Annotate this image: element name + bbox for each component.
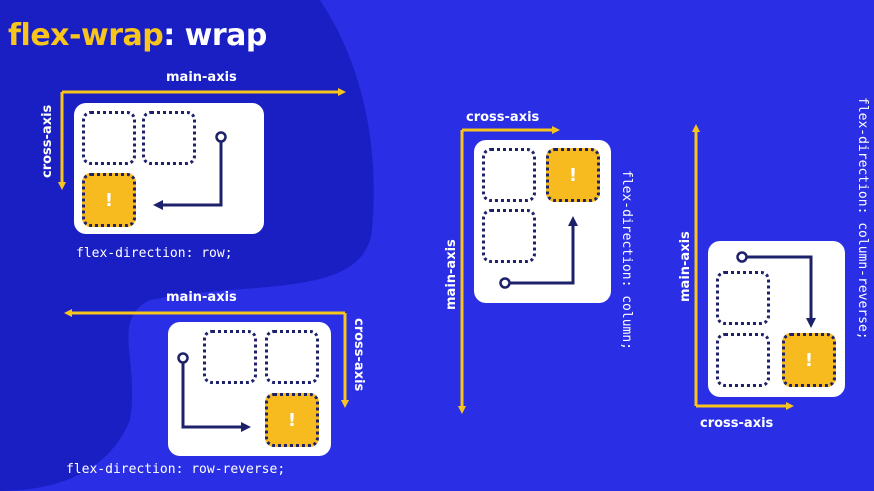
flex-item (203, 330, 257, 384)
row-reverse-code-label: flex-direction: row-reverse; (66, 462, 286, 477)
row-cross-axis-label: cross-axis (40, 104, 55, 178)
row-example-card: ! (74, 103, 264, 234)
flex-item (265, 330, 319, 384)
flex-item (482, 209, 536, 263)
row-reverse-cross-axis-label: cross-axis (351, 318, 366, 392)
flex-item-highlighted: ! (265, 393, 319, 447)
flex-item (716, 333, 770, 387)
page-title: flex-wrap: wrap (8, 18, 267, 53)
column-reverse-cross-axis-label: cross-axis (700, 416, 774, 431)
flow-arrow (153, 131, 227, 210)
column-main-axis-label: main-axis (444, 239, 459, 310)
column-code-label: flex-direction: column; (619, 170, 634, 351)
column-example-card: ! (474, 140, 611, 303)
flex-item (482, 148, 536, 202)
flow-arrow (499, 216, 578, 289)
row-main-axis-label: main-axis (166, 70, 237, 85)
column-reverse-example-card: ! (708, 241, 845, 397)
column-cross-axis-label: cross-axis (466, 110, 540, 125)
flex-item (142, 111, 196, 165)
row-reverse-example-card: ! (168, 322, 331, 456)
flex-item-highlighted: ! (82, 173, 136, 227)
column-reverse-main-axis-label: main-axis (678, 231, 693, 302)
flow-arrow (736, 251, 816, 328)
flex-item-highlighted: ! (782, 333, 836, 387)
flex-item (716, 271, 770, 325)
row-code-label: flex-direction: row; (76, 246, 233, 261)
title-value: : wrap (163, 18, 267, 53)
row-reverse-main-axis-label: main-axis (166, 290, 237, 305)
flex-item (82, 111, 136, 165)
title-property: flex-wrap (8, 18, 164, 53)
column-reverse-code-label: flex-direction: column-reverse; (855, 97, 870, 340)
flow-arrow (177, 352, 251, 432)
flex-item-highlighted: ! (546, 148, 600, 202)
